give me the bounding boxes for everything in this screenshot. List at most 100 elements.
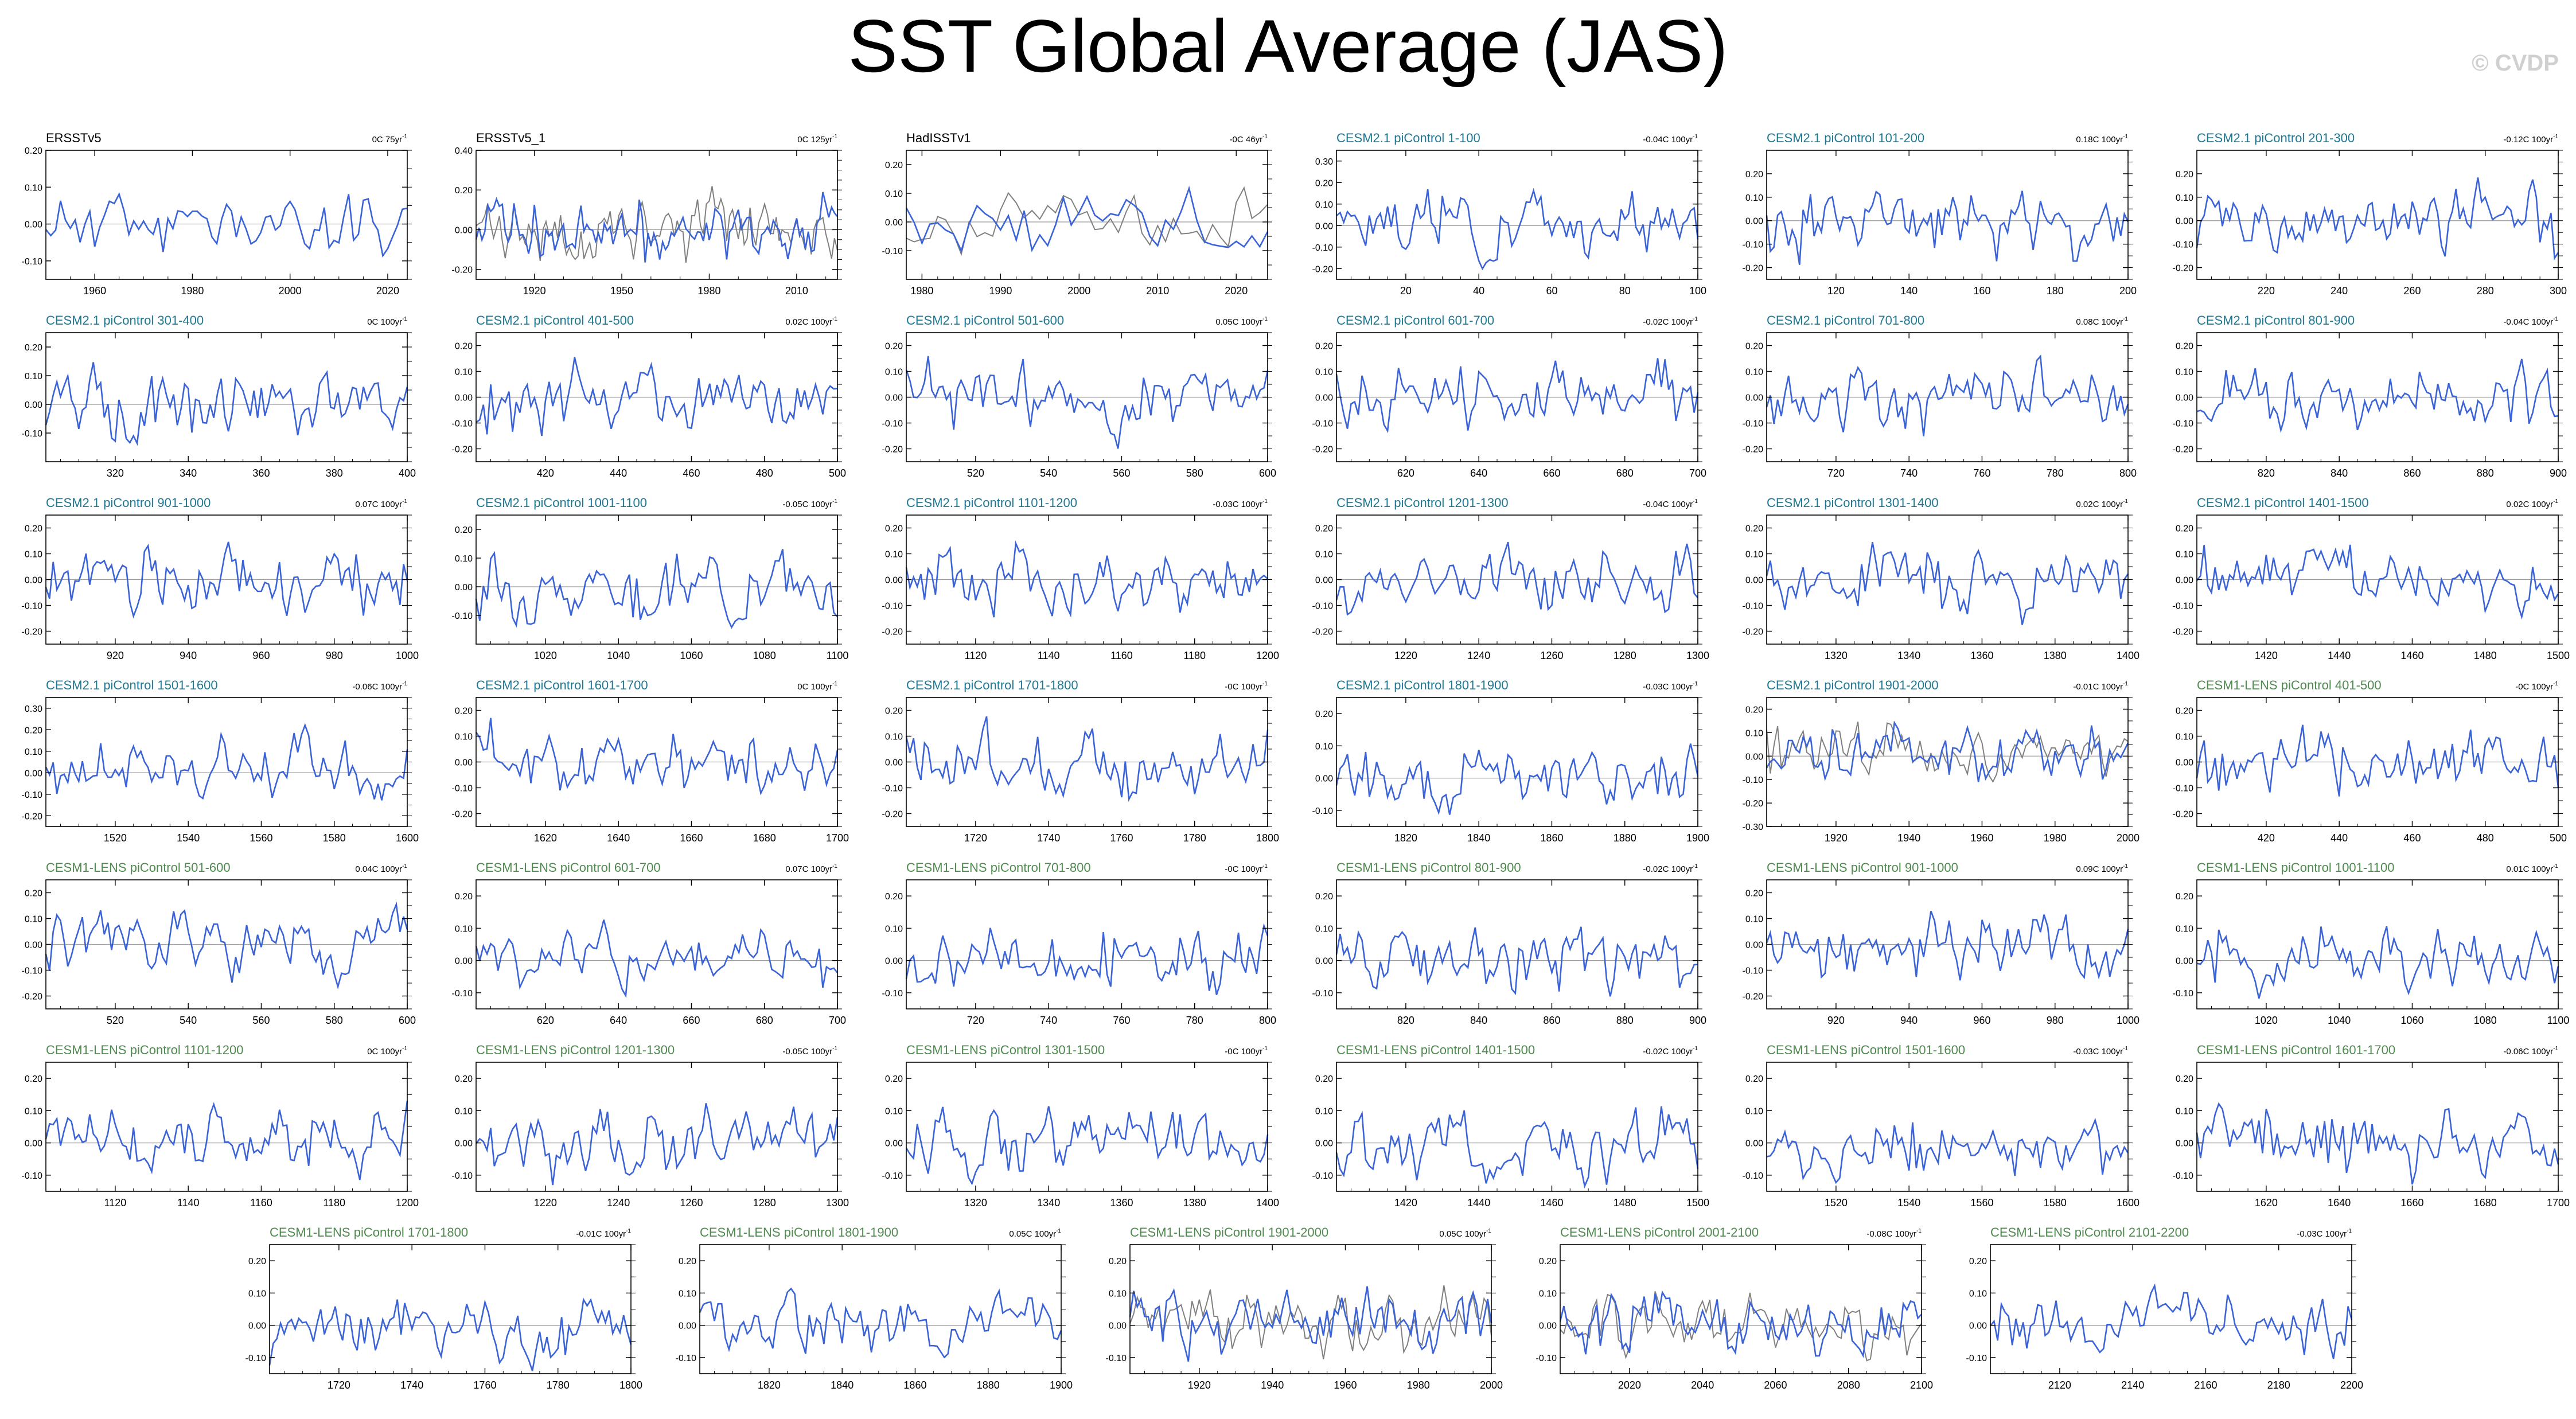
x-tick-label: 600: [399, 1015, 416, 1026]
chart-panel: CESM1-LENS piControl 501-600 0.04C 100yr-…: [22, 860, 416, 1026]
x-tick-label: 480: [756, 467, 773, 479]
trend-superscript: -1: [2123, 681, 2128, 687]
chart-title: CESM2.1 piControl 901-1000: [46, 496, 211, 510]
y-tick-label: -0.10: [452, 419, 473, 429]
y-tick-label: -0.20: [1743, 264, 1764, 274]
x-tick-label: 2100: [1910, 1379, 1933, 1391]
x-tick-label: 1740: [1037, 832, 1060, 844]
x-tick-label: 1040: [2328, 1015, 2351, 1026]
trend-superscript: -1: [2347, 1228, 2352, 1234]
trend-superscript: -1: [1693, 1046, 1698, 1052]
series-line: [475, 1103, 839, 1186]
y-tick-label: 0.10: [1315, 742, 1333, 751]
x-tick-label: 920: [1827, 1015, 1845, 1026]
y-tick-label: -0.10: [1743, 419, 1764, 429]
trend-label: -0.03C 100yr-1: [2297, 1228, 2352, 1239]
trend-superscript: -1: [1056, 1228, 1061, 1234]
trend-superscript: -1: [2123, 498, 2128, 505]
x-tick-label: 1840: [1467, 832, 1490, 844]
y-tick-label: 0.20: [1315, 709, 1333, 719]
trend-label: 0.02C 100yr-1: [2506, 498, 2558, 509]
y-tick-label: 0.00: [1745, 217, 1763, 227]
x-tick-label: 1400: [2117, 650, 2139, 661]
y-tick-label: 0.20: [1745, 170, 1763, 180]
x-tick-label: 1080: [753, 650, 776, 661]
chart-title: CESM2.1 piControl 1-100: [1336, 131, 1480, 145]
x-tick-label: 1520: [104, 832, 127, 844]
y-tick-label: 0.00: [2176, 758, 2193, 768]
chart-panel: CESM2.1 piControl 1901-2000 -0.01C 100yr-…: [1743, 678, 2139, 844]
y-tick-label: 0.00: [1315, 1139, 1333, 1149]
x-tick-label: 680: [756, 1015, 773, 1026]
trend-label: -0.06C 100yr-1: [352, 681, 407, 692]
x-tick-label: 1980: [1407, 1379, 1430, 1391]
chart-title: CESM2.1 piControl 201-300: [2197, 131, 2355, 145]
chart-title: CESM1-LENS piControl 1301-1500: [906, 1043, 1105, 1057]
y-tick-label: -0.10: [1106, 1354, 1127, 1363]
trend-superscript: -1: [2553, 681, 2558, 687]
series-line: [1766, 910, 2129, 981]
y-tick-label: -0.20: [22, 627, 43, 637]
trend-superscript: -1: [2553, 498, 2558, 505]
x-tick-label: 2010: [785, 285, 808, 297]
series-line: [1129, 1286, 1492, 1362]
x-tick-label: 1960: [83, 285, 106, 297]
x-tick-label: 1660: [2400, 1197, 2423, 1209]
y-tick-label: -0.20: [882, 445, 903, 455]
x-tick-label: 380: [326, 467, 343, 479]
y-tick-label: 0.20: [455, 342, 473, 352]
x-tick-label: 620: [537, 1015, 554, 1026]
series-line: [475, 919, 839, 999]
trend-label: 0.09C 100yr-1: [2076, 863, 2128, 874]
y-tick-label: 0.20: [885, 707, 903, 716]
y-tick-label: -0.10: [452, 989, 473, 999]
series-line: [475, 192, 839, 263]
y-tick-label: -0.10: [2173, 784, 2194, 794]
series-line: [476, 357, 838, 436]
y-tick-label: 0.00: [885, 576, 903, 586]
x-tick-label: 1040: [607, 650, 630, 661]
y-tick-label: -0.10: [1743, 966, 1764, 976]
y-tick-label: 0.40: [455, 146, 473, 156]
x-tick-label: 1900: [1686, 832, 1709, 844]
y-tick-label: 0.20: [25, 343, 42, 353]
x-tick-label: 1440: [2328, 650, 2351, 661]
y-tick-label: 0.00: [455, 957, 473, 966]
y-tick-label: 0.20: [455, 1074, 473, 1084]
y-tick-label: -0.20: [1743, 627, 1764, 637]
trend-label: 0C 100yr-1: [797, 681, 837, 692]
y-tick-label: 0.20: [1969, 1257, 1987, 1266]
y-tick-label: 0.20: [679, 1257, 696, 1266]
y-tick-label: -0.10: [22, 966, 43, 976]
x-tick-label: 820: [2258, 467, 2275, 479]
x-tick-label: 1980: [181, 285, 204, 297]
x-tick-label: 1000: [2117, 1015, 2139, 1026]
x-tick-label: 2000: [279, 285, 302, 297]
y-tick-label: 0.00: [1315, 957, 1333, 966]
y-tick-label: 0.00: [25, 576, 42, 586]
x-tick-label: 60: [1546, 285, 1557, 297]
series-line: [905, 716, 1269, 802]
y-tick-label: -0.10: [1966, 1354, 1987, 1363]
x-tick-label: 680: [1616, 467, 1634, 479]
x-tick-label: 1480: [1614, 1197, 1636, 1209]
x-tick-label: 1560: [250, 832, 272, 844]
x-tick-label: 1880: [977, 1379, 1000, 1391]
x-tick-label: 1300: [1686, 650, 1709, 661]
x-tick-label: 1520: [1825, 1197, 1848, 1209]
x-tick-label: 1920: [1825, 832, 1848, 844]
y-tick-label: -0.10: [1312, 1171, 1334, 1181]
y-tick-label: -0.20: [2173, 264, 2194, 274]
chart-panel: CESM2.1 piControl 1401-1500 0.02C 100yr-1…: [2173, 496, 2570, 661]
trend-label: -0.04C 100yr-1: [1643, 498, 1698, 509]
y-tick-label: 0.10: [25, 183, 42, 193]
y-tick-label: -0.10: [1312, 243, 1334, 253]
y-tick-label: 0.10: [455, 368, 473, 377]
series-line: [2196, 1102, 2559, 1185]
x-tick-label: 800: [1259, 1015, 1276, 1026]
chart-panel: CESM2.1 piControl 801-900 -0.04C 100yr-1-…: [2173, 313, 2567, 479]
trend-superscript: -1: [402, 1046, 407, 1052]
y-tick-label: -0.10: [452, 1171, 473, 1181]
x-tick-label: 840: [1470, 1015, 1487, 1026]
x-tick-label: 1000: [396, 650, 419, 661]
